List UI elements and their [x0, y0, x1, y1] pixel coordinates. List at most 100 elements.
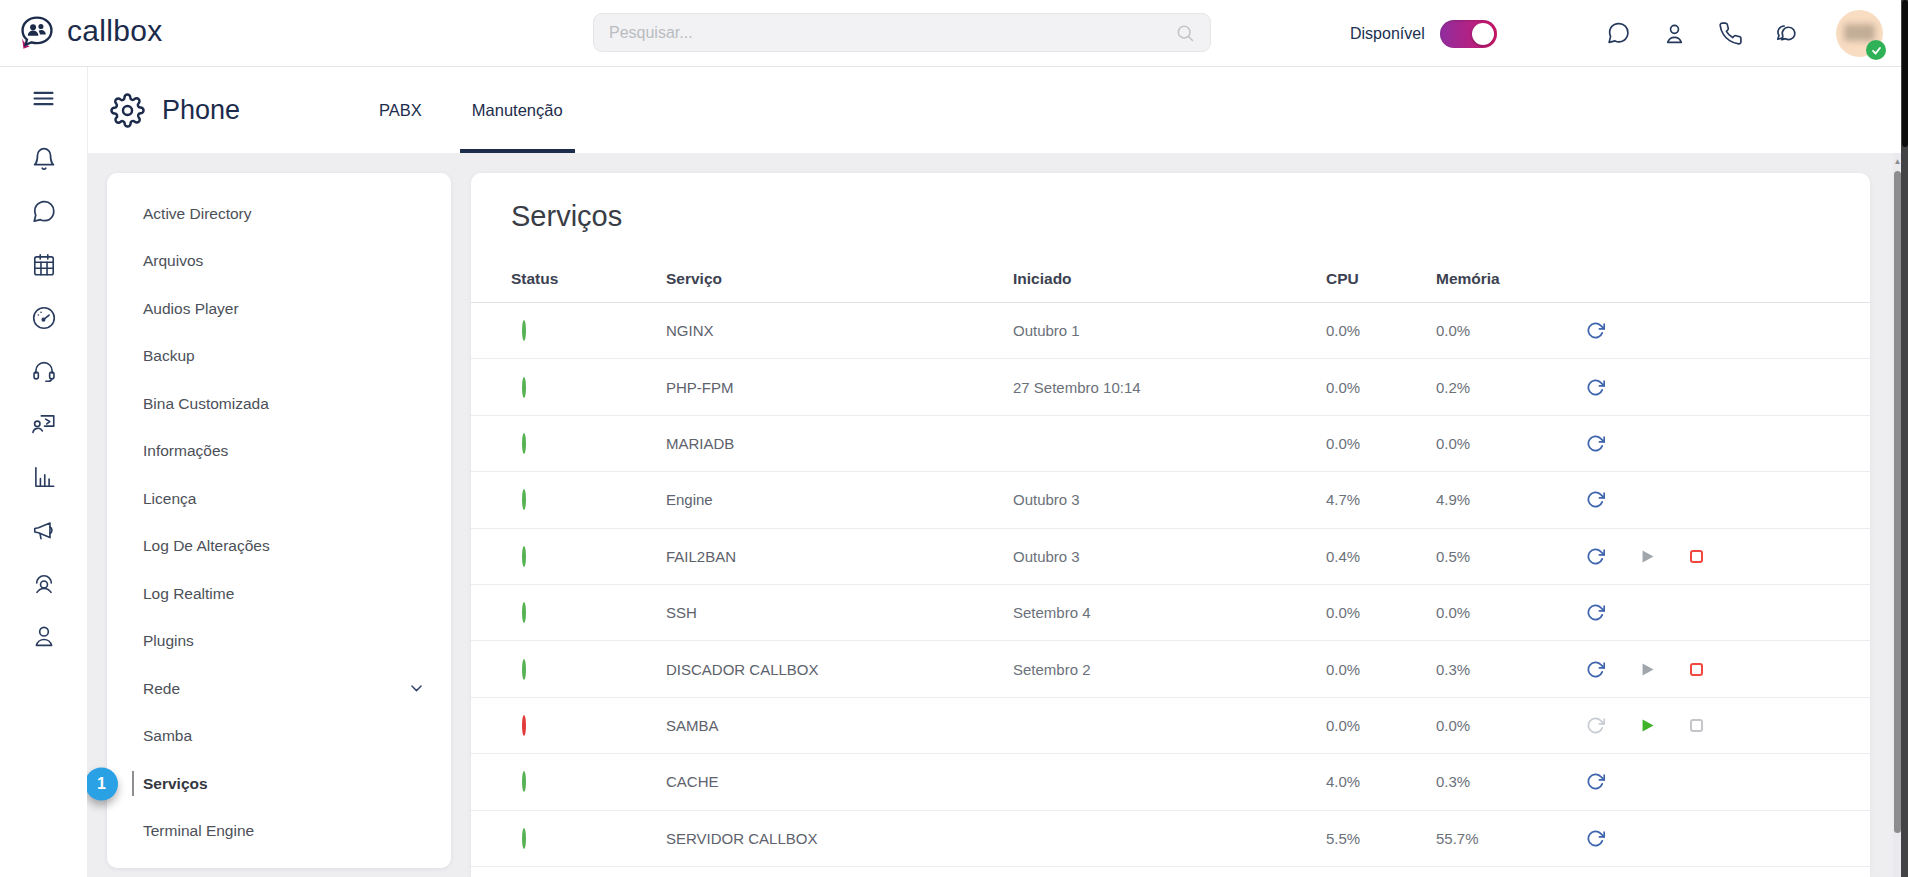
- contacts-icon[interactable]: [1662, 21, 1687, 46]
- megaphone-icon[interactable]: [31, 517, 57, 543]
- online-status-badge: [1866, 40, 1886, 60]
- restart-service-button[interactable]: [1586, 378, 1605, 397]
- row-actions: [1586, 321, 1830, 340]
- support-agent-icon[interactable]: [31, 570, 57, 596]
- cpu-value: 4.0%: [1326, 773, 1436, 790]
- sidebar-item-label: Plugins: [143, 632, 194, 650]
- status-cell: [511, 548, 666, 565]
- service-name: MARIADB: [666, 435, 1013, 452]
- content-scrollbar-thumb[interactable]: [1894, 171, 1901, 833]
- service-name: SERVIDOR CALLBOX: [666, 830, 1013, 847]
- sidebar-item-active-directory[interactable]: Active Directory: [107, 190, 451, 238]
- memory-value: 0.2%: [1436, 379, 1586, 396]
- service-name: SSH: [666, 604, 1013, 621]
- bell-icon[interactable]: [31, 146, 57, 172]
- row-actions: [1586, 378, 1830, 397]
- sidebar-item-samba[interactable]: Samba: [107, 713, 451, 761]
- status-cell: [511, 661, 666, 678]
- search-icon[interactable]: [1175, 23, 1195, 43]
- service-name: Engine: [666, 491, 1013, 508]
- sidebar-item-backup[interactable]: Backup: [107, 333, 451, 381]
- sidebar-item-label: Terminal Engine: [143, 822, 254, 840]
- restart-service-button[interactable]: [1586, 772, 1605, 791]
- sidebar-item-informacoes[interactable]: Informações: [107, 428, 451, 476]
- sidebar-item-label: Log De Alterações: [143, 537, 270, 555]
- bar-chart-icon[interactable]: [31, 464, 57, 490]
- tabs: PABX Manutenção: [374, 67, 568, 153]
- sidebar-item-terminal-engine[interactable]: Terminal Engine: [107, 808, 451, 856]
- sidebar-item-arquivos[interactable]: Arquivos: [107, 238, 451, 286]
- sidebar-item-label: Bina Customizada: [143, 395, 269, 413]
- status-indicator: [522, 320, 526, 341]
- sidebar-item-audios-player[interactable]: Audios Player: [107, 285, 451, 333]
- restart-service-button[interactable]: [1586, 490, 1605, 509]
- training-icon[interactable]: [31, 411, 57, 437]
- services-panel: Serviços Status Serviço Iniciado CPU Mem…: [471, 173, 1870, 877]
- start-service-button[interactable]: [1639, 717, 1656, 734]
- restart-service-button[interactable]: [1586, 434, 1605, 453]
- sidebar-item-label: Active Directory: [143, 205, 252, 223]
- col-status: Status: [511, 270, 666, 288]
- memory-value: 0.3%: [1436, 773, 1586, 790]
- sidebar-item-plugins[interactable]: Plugins: [107, 618, 451, 666]
- sidebar-item-licenca[interactable]: Licença: [107, 475, 451, 523]
- memory-value: 0.3%: [1436, 661, 1586, 678]
- status-indicator: [522, 771, 526, 792]
- restart-service-button[interactable]: [1586, 660, 1605, 679]
- search-bar: [593, 13, 1211, 52]
- started-date: Outubro 3: [1013, 548, 1326, 565]
- status-cell: [511, 717, 666, 734]
- restart-service-button[interactable]: [1586, 603, 1605, 622]
- row-actions: [1586, 772, 1830, 791]
- sidebar-item-label: Log Realtime: [143, 585, 234, 603]
- restart-service-button[interactable]: [1586, 321, 1605, 340]
- services-table: Status Serviço Iniciado CPU Memória NGIN…: [471, 256, 1870, 867]
- restart-service-button[interactable]: [1586, 547, 1605, 566]
- memory-value: 0.0%: [1436, 604, 1586, 621]
- headset-icon[interactable]: [31, 358, 57, 384]
- availability-toggle[interactable]: [1440, 20, 1497, 48]
- window-scrollbar-thumb[interactable]: [1902, 0, 1908, 147]
- col-service: Serviço: [666, 270, 1013, 288]
- sidebar-item-bina-customizada[interactable]: Bina Customizada: [107, 380, 451, 428]
- calendar-icon[interactable]: [31, 252, 57, 278]
- dashboard-gauge-icon[interactable]: [31, 305, 57, 331]
- chat-bubble-icon[interactable]: [1606, 21, 1631, 46]
- callbox-logo-icon: [16, 12, 58, 54]
- sidebar-item-log-de-alteracoes[interactable]: Log De Alterações: [107, 523, 451, 571]
- phone-icon[interactable]: [1718, 21, 1743, 46]
- table-row: MARIADB0.0%0.0%: [471, 416, 1870, 472]
- status-indicator: [522, 659, 526, 680]
- window-scrollbar[interactable]: [1901, 0, 1908, 877]
- service-name: SAMBA: [666, 717, 1013, 734]
- restart-service-button: [1586, 716, 1605, 735]
- table-row: FAIL2BANOutubro 30.4%0.5%: [471, 529, 1870, 585]
- col-started: Iniciado: [1013, 270, 1326, 288]
- row-actions: [1586, 829, 1830, 848]
- avatar[interactable]: [1836, 10, 1883, 57]
- tab-pabx[interactable]: PABX: [374, 67, 427, 153]
- sidebar-item-rede[interactable]: Rede: [107, 665, 451, 713]
- user-icon[interactable]: [31, 623, 57, 649]
- chevron-down-icon[interactable]: [408, 680, 425, 697]
- started-date: Outubro 1: [1013, 322, 1326, 339]
- stop-service-button[interactable]: [1690, 550, 1703, 563]
- tab-manutencao[interactable]: Manutenção: [467, 67, 568, 153]
- menu-icon[interactable]: [30, 85, 57, 112]
- table-row: DISCADOR CALLBOXSetembro 20.0%0.3%: [471, 641, 1870, 697]
- sidebar-item-log-realtime[interactable]: Log Realtime: [107, 570, 451, 618]
- stop-service-button[interactable]: [1690, 663, 1703, 676]
- status-indicator: [522, 715, 526, 736]
- stop-icon: [1690, 550, 1703, 563]
- chat-icon[interactable]: [31, 199, 57, 225]
- sidebar-item-servicos[interactable]: 1Serviços: [107, 760, 451, 808]
- row-actions: [1586, 434, 1830, 453]
- row-actions: [1586, 547, 1830, 566]
- service-name: PHP-FPM: [666, 379, 1013, 396]
- conversations-icon[interactable]: [1774, 21, 1799, 46]
- restart-service-button[interactable]: [1586, 829, 1605, 848]
- sidebar-item-label: Informações: [143, 442, 228, 460]
- search-input[interactable]: [609, 24, 1175, 42]
- status-cell: [511, 435, 666, 452]
- app-logo[interactable]: callbox: [16, 12, 162, 54]
